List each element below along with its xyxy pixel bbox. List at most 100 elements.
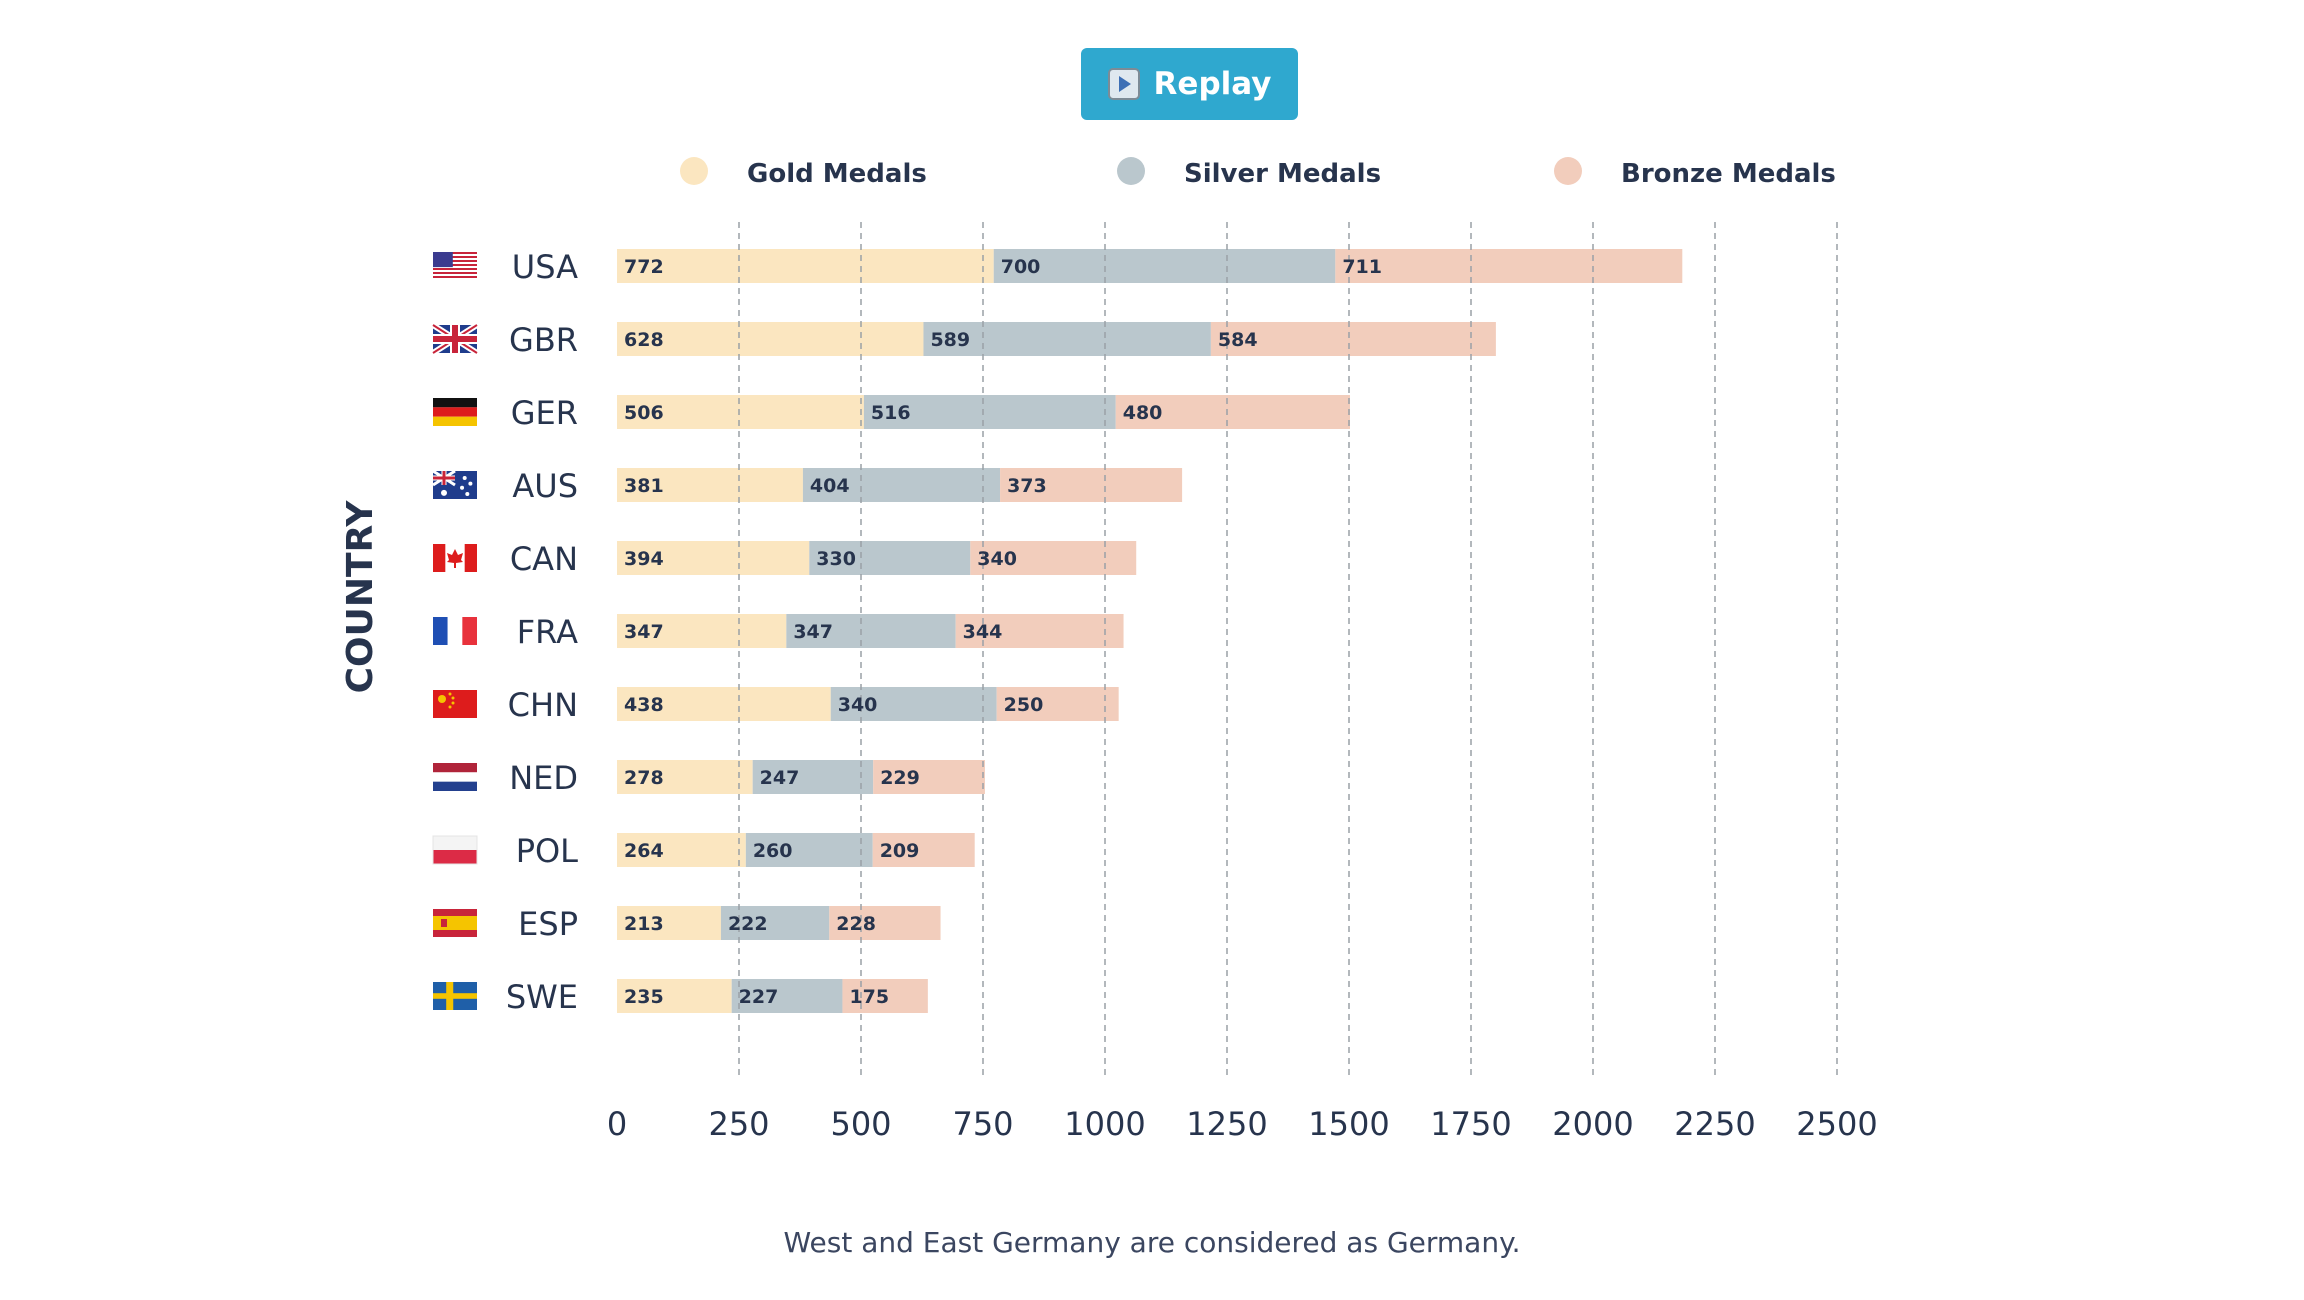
country-label: SWE xyxy=(506,978,578,1016)
legend-marker xyxy=(1117,157,1145,185)
country-label: GBR xyxy=(509,321,578,359)
x-tick-label: 2000 xyxy=(1552,1105,1633,1143)
bar-value-label: 480 xyxy=(1123,402,1163,424)
can-flag-icon xyxy=(433,544,477,572)
bar-value-label: 347 xyxy=(624,621,664,643)
bar-value-label: 227 xyxy=(739,986,779,1008)
bar-segment xyxy=(873,760,985,794)
country-label: CAN xyxy=(510,540,578,578)
play-icon xyxy=(1107,68,1140,100)
x-tick-label: 0 xyxy=(607,1105,627,1143)
x-tick-label: 250 xyxy=(708,1105,769,1143)
bar-segment xyxy=(617,833,746,867)
bar-segment xyxy=(617,906,721,940)
bar-value-label: 404 xyxy=(810,475,850,497)
bar-segment xyxy=(617,760,753,794)
esp-flag-icon xyxy=(433,909,477,937)
country-label: GER xyxy=(511,394,578,432)
bar-segment xyxy=(809,541,971,575)
bar-segment xyxy=(617,395,864,429)
bar-segment xyxy=(617,687,831,721)
bar-value-label: 589 xyxy=(930,329,970,351)
bar-value-label: 516 xyxy=(871,402,911,424)
replay-button[interactable]: Replay xyxy=(1081,48,1298,120)
bar-segment xyxy=(829,906,941,940)
bar-value-label: 222 xyxy=(728,913,768,935)
bar-value-label: 175 xyxy=(849,986,889,1008)
ned-flag-icon xyxy=(433,763,477,791)
bar-segment xyxy=(802,468,1001,502)
bar-value-label: 235 xyxy=(624,986,664,1008)
bar-segment xyxy=(720,906,830,940)
bar-segment xyxy=(617,249,994,283)
x-tick-label: 1750 xyxy=(1430,1105,1511,1143)
x-tick-label: 1000 xyxy=(1064,1105,1145,1143)
bar-value-label: 213 xyxy=(624,913,664,935)
bar-segment xyxy=(863,395,1116,429)
bar-value-label: 278 xyxy=(624,767,664,789)
usa-flag-icon xyxy=(433,252,477,280)
bar-value-label: 772 xyxy=(624,256,664,278)
bar-segment xyxy=(830,687,997,721)
ger-flag-icon xyxy=(433,398,477,426)
bar-value-label: 228 xyxy=(836,913,876,935)
country-label: ESP xyxy=(518,905,578,943)
bar-value-label: 438 xyxy=(624,694,664,716)
legend-label: Gold Medals xyxy=(747,159,927,189)
bar-segment xyxy=(970,541,1137,575)
country-label: NED xyxy=(509,759,578,797)
pol-flag-icon xyxy=(432,835,478,865)
bar-value-label: 340 xyxy=(977,548,1017,570)
bar-segment xyxy=(786,614,956,648)
bar-segment xyxy=(923,322,1211,356)
bar-segment xyxy=(617,468,803,502)
bar-value-label: 628 xyxy=(624,329,664,351)
bar-value-label: 247 xyxy=(760,767,800,789)
country-label: POL xyxy=(516,832,578,870)
bar-value-label: 347 xyxy=(793,621,833,643)
x-tick-label: 500 xyxy=(830,1105,891,1143)
bar-value-label: 330 xyxy=(816,548,856,570)
x-tick-label: 750 xyxy=(952,1105,1013,1143)
bar-segment xyxy=(731,979,843,1013)
bar-value-label: 584 xyxy=(1218,329,1258,351)
chn-flag-icon xyxy=(433,690,477,718)
bar-value-label: 260 xyxy=(753,840,793,862)
bar-segment xyxy=(745,833,873,867)
legend-label: Silver Medals xyxy=(1184,159,1381,189)
x-tick-label: 1250 xyxy=(1186,1105,1267,1143)
bar-value-label: 700 xyxy=(1001,256,1041,278)
bar-value-label: 381 xyxy=(624,475,664,497)
y-axis-title: COUNTRY xyxy=(340,500,381,694)
bar-segment xyxy=(617,541,810,575)
bar-segment xyxy=(842,979,928,1013)
bar-value-label: 264 xyxy=(624,840,664,862)
x-tick-label: 2500 xyxy=(1796,1105,1877,1143)
bar-value-label: 506 xyxy=(624,402,664,424)
bar-segment xyxy=(617,979,732,1013)
bar-segment xyxy=(617,322,924,356)
bar-value-label: 344 xyxy=(963,621,1003,643)
aus-flag-icon xyxy=(432,469,477,499)
bar-segment xyxy=(1335,249,1683,283)
bar-segment xyxy=(617,614,787,648)
bar-segment xyxy=(993,249,1336,283)
bar-segment xyxy=(1210,322,1496,356)
bar-value-label: 373 xyxy=(1007,475,1047,497)
country-label: FRA xyxy=(517,613,578,651)
legend-marker xyxy=(680,157,708,185)
bar-value-label: 209 xyxy=(880,840,920,862)
legend-marker xyxy=(1554,157,1582,185)
bar-value-label: 250 xyxy=(1004,694,1044,716)
footnote: West and East Germany are considered as … xyxy=(783,1226,1521,1259)
legend-label: Bronze Medals xyxy=(1621,159,1836,189)
fra-flag-icon xyxy=(433,617,477,645)
bar-segment xyxy=(752,760,874,794)
bar-segment xyxy=(996,687,1119,721)
x-tick-label: 2250 xyxy=(1674,1105,1755,1143)
bar-segment xyxy=(1115,395,1350,429)
bar-value-label: 711 xyxy=(1342,256,1382,278)
swe-flag-icon xyxy=(433,982,477,1010)
country-label: CHN xyxy=(508,686,578,724)
